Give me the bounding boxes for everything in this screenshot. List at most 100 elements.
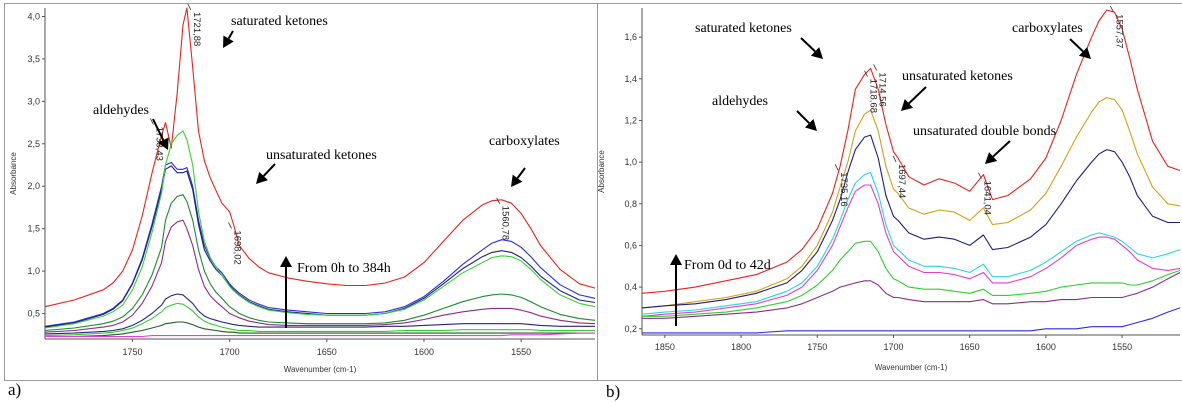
y-tick-label: 0,5 xyxy=(27,309,40,319)
x-tick-label: 1600 xyxy=(1036,342,1056,352)
annotation-arrow-shaft xyxy=(516,167,526,179)
annotation-arrow-head xyxy=(280,256,292,267)
x-tick-label: 1750 xyxy=(807,342,827,352)
y-tick-label: 0,6 xyxy=(624,240,637,250)
y-tick-label: 1,0 xyxy=(624,157,637,167)
series-line-3 xyxy=(641,134,1180,309)
annotation-text: carboxylates xyxy=(489,134,560,149)
annotation-arrow-head xyxy=(223,35,234,48)
x-tick-label: 1650 xyxy=(317,347,337,357)
series-line-6 xyxy=(44,219,596,333)
series-line-2 xyxy=(641,97,1181,309)
peak-marker xyxy=(496,197,501,204)
y-tick-label: 1,0 xyxy=(27,266,40,276)
annotation-arrow-head xyxy=(804,118,817,131)
series-line-10 xyxy=(45,332,595,338)
annotation-text: carboxylates xyxy=(1012,21,1083,36)
x-tick-label: 1750 xyxy=(122,347,142,357)
y-tick-label: 1,4 xyxy=(624,74,637,84)
series-line-7 xyxy=(642,272,1181,319)
y-tick-label: 0,2 xyxy=(624,324,637,334)
x-tick-label: 1700 xyxy=(220,347,240,357)
peak-label: 1733,43 xyxy=(153,127,164,161)
peak-marker xyxy=(834,164,839,171)
x-tick-label: 1850 xyxy=(655,342,675,352)
series-line-8 xyxy=(44,302,595,337)
peak-marker xyxy=(228,222,232,229)
panel-b-frame xyxy=(597,3,1182,381)
series-line-5 xyxy=(641,184,1181,317)
annotation-arrow-head xyxy=(810,47,823,59)
annotation-text: aldehydes xyxy=(712,94,768,109)
annotation-arrow-shaft xyxy=(152,118,165,141)
peak-label: 1721,88 xyxy=(191,12,202,46)
y-axis-title: Absorbance xyxy=(597,150,606,193)
annotation-arrow-shaft xyxy=(992,140,1011,158)
y-tick-label: 0,4 xyxy=(624,282,637,292)
annotation-arrow-head xyxy=(1078,47,1091,59)
series-line-2 xyxy=(44,161,596,327)
annotation-arrow-head xyxy=(985,152,998,164)
series-line-6 xyxy=(642,240,1181,317)
peak-label: 1557,37 xyxy=(1113,14,1124,48)
x-tick-label: 1800 xyxy=(731,342,751,352)
peak-label: 1698,02 xyxy=(232,230,243,264)
x-tick-label: 1550 xyxy=(1112,342,1132,352)
x-tick-label: 1550 xyxy=(511,347,531,357)
annotation-text: aldehydes xyxy=(93,103,149,118)
annotation-text: unsaturated ketones xyxy=(902,69,1013,84)
series-line-7 xyxy=(44,293,595,335)
peak-label: 1735,16 xyxy=(838,172,849,206)
annotation-text: saturated ketones xyxy=(231,14,328,29)
peak-label: 1718,68 xyxy=(868,79,879,113)
peak-label: 1697,44 xyxy=(896,164,907,198)
y-tick-label: 3,5 xyxy=(27,54,40,64)
peak-marker xyxy=(873,64,877,71)
panel-label-a: a) xyxy=(8,380,22,399)
annotation-arrow-head xyxy=(256,171,268,184)
annotation-arrow-head xyxy=(901,99,914,111)
series-line-1 xyxy=(641,9,1181,294)
peak-marker xyxy=(1110,5,1114,13)
y-axis-title: Absorbance xyxy=(9,152,18,195)
y-tick-label: 3,0 xyxy=(27,96,40,106)
spectrum-chart-b: 0,2 0,4 0,6 0,8 1,0 1,2 1,4 1,6 1850 1800 1750 1700… xyxy=(597,5,1181,372)
annotation-text: saturated ketones xyxy=(695,21,792,36)
annotation-arrow-shaft xyxy=(908,86,927,105)
annotation-arrow-shaft xyxy=(1069,38,1084,53)
y-tick-label: 1,2 xyxy=(624,115,637,125)
spectrum-chart-a: 0,5 1,0 1,5 2,0 2,5 3,0 3,5 4,0 1750 1700 1650 1600… xyxy=(9,3,596,374)
annotation-text: unsaturated double bonds xyxy=(913,124,1056,139)
peak-marker xyxy=(150,118,154,125)
series-line-3 xyxy=(44,165,596,328)
peak-label: 1641,04 xyxy=(981,181,992,215)
y-tick-label: 4,0 xyxy=(27,11,40,21)
x-axis-title: Wavenumber (cm-1) xyxy=(875,363,948,372)
annotation-arrow-shaft xyxy=(262,163,276,177)
peak-label: 1714,56 xyxy=(877,72,888,106)
x-axis-title: Wavenumber (cm-1) xyxy=(284,365,357,374)
series-line-8 xyxy=(642,307,1181,334)
series-line-1 xyxy=(44,7,596,308)
y-tick-label: 2,5 xyxy=(27,139,40,149)
y-tick-label: 0,8 xyxy=(624,199,637,209)
peak-marker xyxy=(978,172,982,179)
y-tick-label: 1,6 xyxy=(624,32,637,42)
y-tick-label: 2,0 xyxy=(27,181,40,191)
annotation-arrow-head xyxy=(670,254,682,265)
panel-a-frame xyxy=(4,3,598,381)
panel-label-b: b) xyxy=(606,382,621,401)
series-line-9 xyxy=(45,321,595,338)
x-tick-label: 1650 xyxy=(960,342,980,352)
annotation-arrow-shaft xyxy=(227,30,234,40)
peak-marker xyxy=(892,155,897,163)
peak-label: 1560,78 xyxy=(500,206,511,240)
x-tick-label: 1600 xyxy=(414,347,434,357)
y-tick-label: 1,5 xyxy=(27,224,40,234)
peak-marker xyxy=(864,70,868,77)
annotation-text: From 0h to 384h xyxy=(297,261,391,276)
annotation-arrow-head xyxy=(157,137,169,150)
series-line-4 xyxy=(641,171,1181,315)
annotation-arrow-shaft xyxy=(796,110,810,124)
annotation-arrow-shaft xyxy=(800,37,816,53)
